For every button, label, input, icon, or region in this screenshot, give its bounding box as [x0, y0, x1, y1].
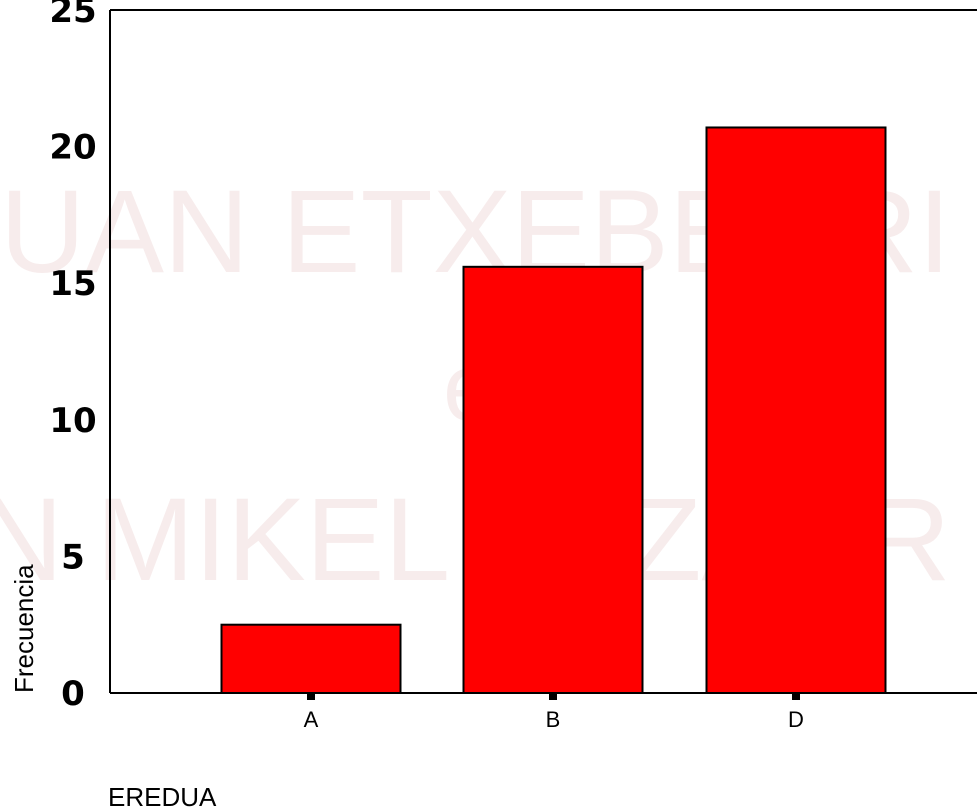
x-axis-label: EREDUA	[108, 782, 217, 809]
y-tick-label-15: 15	[49, 264, 96, 304]
y-tick-label-25: 25	[49, 0, 96, 31]
bar-a	[220, 623, 402, 695]
bar-b	[462, 265, 644, 694]
y-tick-label-0: 0	[61, 674, 85, 714]
x-tick-label-d: D	[788, 707, 804, 732]
y-tick-labels: 0 5 10 15 20 25	[49, 0, 96, 714]
x-tick-label-b: B	[546, 707, 561, 732]
y-tick-label-5: 5	[61, 537, 85, 577]
y-axis-label: Frecuencia	[9, 564, 39, 693]
x-tick-mark-a	[307, 693, 315, 700]
x-tick-mark-d	[792, 693, 800, 700]
y-tick-label-20: 20	[49, 128, 96, 168]
bar-d	[705, 126, 887, 694]
bars-group	[220, 126, 887, 695]
y-tick-label-10: 10	[49, 401, 96, 441]
x-tick-label-a: A	[304, 707, 319, 732]
x-tick-mark-b	[549, 693, 557, 700]
